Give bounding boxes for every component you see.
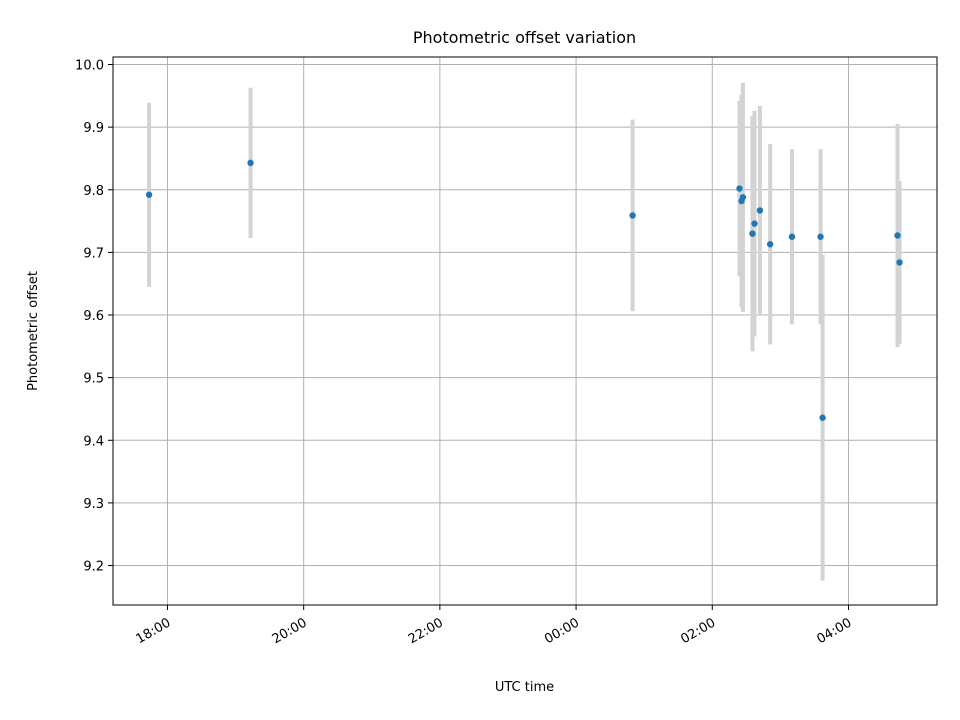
chart-title: Photometric offset variation <box>413 28 636 47</box>
data-point <box>145 191 153 198</box>
x-tick-label: 18:00 <box>134 615 174 647</box>
y-axis-ticks: 9.2 9.3 9.4 9.5 9.6 9.7 9.8 9.9 10.0 <box>75 59 113 575</box>
x-tick-label: 20:00 <box>270 615 310 647</box>
y-tick-label: 9.7 <box>83 246 104 261</box>
error-bars <box>147 82 902 581</box>
y-tick-label: 9.5 <box>83 372 104 387</box>
y-tick-label: 9.3 <box>83 497 104 512</box>
data-point <box>739 194 747 201</box>
grid <box>113 57 937 605</box>
data-point <box>817 233 824 240</box>
x-tick-label: 04:00 <box>815 615 855 647</box>
data-point <box>788 233 796 240</box>
x-axis-label: UTC time <box>495 680 554 695</box>
data-point <box>766 241 774 248</box>
y-tick-label: 10.0 <box>75 59 104 74</box>
data-point <box>756 207 764 214</box>
y-axis-label: Photometric offset <box>26 271 41 391</box>
data-point <box>896 259 903 266</box>
data-point <box>751 220 758 227</box>
x-tick-label: 22:00 <box>406 615 446 647</box>
data-points <box>145 159 903 421</box>
data-point <box>736 185 743 192</box>
y-tick-label: 9.6 <box>83 309 104 324</box>
y-tick-label: 9.2 <box>83 560 104 575</box>
x-axis-ticks: 18:00 20:00 22:00 00:00 02:00 04:00 <box>134 605 855 647</box>
plot-frame <box>112 56 938 606</box>
y-tick-label: 9.9 <box>83 121 104 136</box>
data-point <box>819 414 826 421</box>
x-tick-label: 02:00 <box>678 615 718 647</box>
y-tick-label: 9.4 <box>83 434 104 449</box>
data-point <box>749 230 756 237</box>
data-point <box>247 159 254 167</box>
y-tick-label: 9.8 <box>83 184 104 199</box>
data-point <box>894 232 901 239</box>
data-point <box>629 212 636 219</box>
x-tick-label: 00:00 <box>542 615 582 647</box>
